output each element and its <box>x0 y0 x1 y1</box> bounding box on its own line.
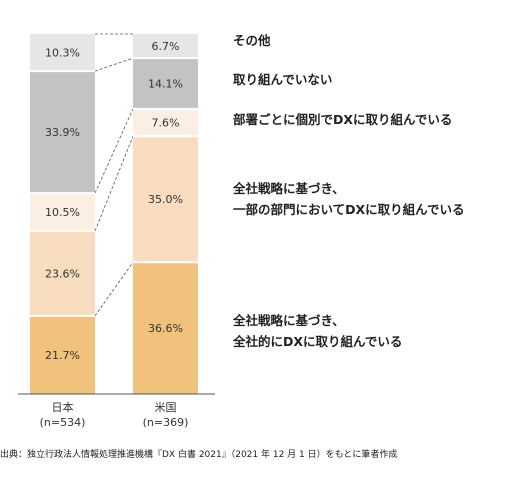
legend-label: 部署ごとに個別でDXに取り組んでいる <box>233 112 452 127</box>
legend-label: 取り組んでいない <box>233 72 332 87</box>
segment-labels: 21.7% 23.6% 10.5% 33.9% 10.3% 36.6% 35.0% 7.6% 1… <box>45 40 183 362</box>
value-label: 23.6% <box>45 267 80 280</box>
category-sublabel: (n=534) <box>40 416 86 429</box>
bar-segment <box>133 262 198 394</box>
bar-segment <box>30 71 95 194</box>
source-note: 出典：独立行政法人情報処理推進機構『DX 白書 2021』（2021 年 12 … <box>0 450 398 460</box>
value-label: 10.5% <box>45 206 80 219</box>
value-label: 14.1% <box>148 78 183 91</box>
value-label: 6.7% <box>152 40 180 53</box>
category-label: 米国 <box>155 401 177 414</box>
connector-line <box>94 262 134 317</box>
bar-segment <box>133 58 198 109</box>
bar-segment <box>30 230 95 316</box>
value-label: 21.7% <box>45 349 80 362</box>
legend-label: その他 <box>233 33 271 48</box>
bar-segment <box>30 315 95 394</box>
value-label: 7.6% <box>152 117 180 130</box>
bars <box>30 34 198 394</box>
legend-label: 全社戦略に基づき、 <box>232 313 345 328</box>
category-label: 日本 <box>52 400 74 414</box>
connector-line <box>94 57 134 72</box>
legend-label: 一部の部門においてDXに取り組んでいる <box>233 202 465 217</box>
bar-segment <box>30 193 95 231</box>
bar-segment <box>133 136 198 263</box>
category-labels: 日本 (n=534) 米国 (n=369) <box>40 400 189 429</box>
value-label: 33.9% <box>45 126 80 139</box>
bar-segment <box>133 34 198 59</box>
connector-line <box>94 108 134 194</box>
bar-segment <box>133 108 198 137</box>
connector-line <box>94 136 134 232</box>
legend-label: 全社的にDXに取り組んでいる <box>232 334 402 349</box>
legend-label: 全社戦略に基づき、 <box>232 181 345 196</box>
value-label: 35.0% <box>148 193 183 206</box>
category-sublabel: (n=369) <box>143 416 189 429</box>
bar-segment <box>30 34 95 72</box>
value-label: 10.3% <box>45 47 80 60</box>
connector-lines <box>94 33 134 395</box>
value-label: 36.6% <box>148 322 183 335</box>
legend: 全社戦略に基づき、全社的にDXに取り組んでいる全社戦略に基づき、一部の部門におい… <box>232 33 465 349</box>
